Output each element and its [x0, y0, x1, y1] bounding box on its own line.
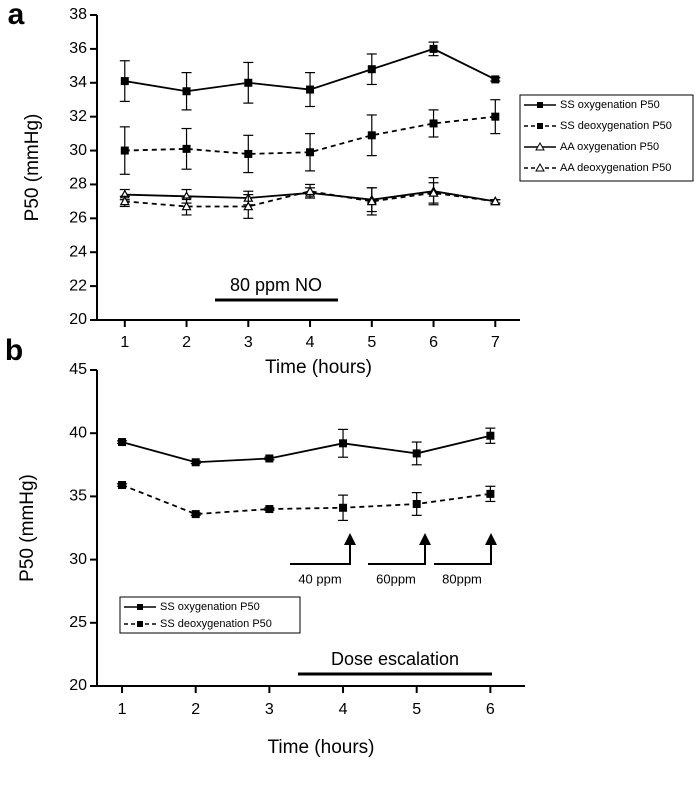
- y-tick-label: 22: [69, 277, 87, 294]
- y-tick-label: 30: [69, 142, 87, 159]
- dose-arrows: [290, 540, 492, 565]
- x-tick-label: 4: [306, 334, 315, 351]
- y-tick-label: 26: [69, 210, 87, 227]
- marker: [305, 185, 316, 196]
- legend-box: [119, 596, 301, 634]
- marker: [243, 201, 254, 211]
- marker: [486, 431, 495, 440]
- arrow: [368, 540, 426, 565]
- panel-label: a: [8, 0, 25, 31]
- y-tick-label: 30: [69, 551, 87, 568]
- marker: [366, 196, 377, 206]
- marker: [120, 77, 129, 86]
- annotation: 80ppm: [442, 571, 482, 586]
- marker: [367, 131, 376, 140]
- marker: [490, 196, 501, 206]
- x-tick-label: 5: [367, 334, 376, 351]
- arrow: [434, 540, 492, 565]
- x-tick-label: 2: [182, 334, 191, 351]
- x-tick-label: 3: [244, 334, 253, 351]
- legend-marker: [535, 141, 545, 151]
- x-tick-label: 1: [120, 334, 129, 351]
- x-axis-title: Time (hours): [268, 737, 375, 758]
- marker: [429, 44, 438, 53]
- arrow-head: [419, 533, 431, 545]
- legend-marker: [537, 102, 543, 108]
- y-tick-label: 20: [69, 311, 87, 328]
- y-tick-label: 32: [69, 108, 87, 125]
- arrow-head: [485, 533, 497, 545]
- y-tick-label: 45: [69, 361, 87, 378]
- y-tick-label: 20: [69, 677, 87, 694]
- x-tick-label: 3: [265, 701, 274, 718]
- marker: [491, 112, 500, 121]
- x-tick-label: 1: [118, 701, 127, 718]
- marker: [486, 489, 495, 498]
- marker: [244, 149, 253, 158]
- marker: [412, 449, 421, 458]
- marker: [412, 499, 421, 508]
- marker: [265, 454, 274, 463]
- marker: [181, 201, 192, 211]
- y-tick-label: 28: [69, 176, 87, 193]
- marker: [244, 78, 253, 87]
- series-line: [121, 484, 491, 516]
- annotation: 40 ppm: [298, 571, 341, 586]
- y-axis-title: P50 (mmHg): [22, 114, 43, 222]
- legend-marker: [137, 621, 143, 627]
- series-line: [121, 434, 491, 464]
- y-tick-label: 24: [69, 243, 87, 260]
- marker: [118, 481, 127, 490]
- y-tick-label: 35: [69, 488, 87, 505]
- x-tick-label: 5: [412, 701, 421, 718]
- legend-label: SS oxygenation P50: [560, 99, 660, 111]
- marker: [429, 119, 438, 128]
- marker: [339, 503, 348, 512]
- annotation: 80 ppm NO: [230, 275, 322, 295]
- x-tick-label: 2: [191, 701, 200, 718]
- legend-marker: [535, 162, 545, 172]
- marker: [367, 65, 376, 74]
- arrow-head: [344, 533, 356, 545]
- x-axis-title: Time (hours): [265, 357, 372, 378]
- legend-label: SS deoxygenation P50: [560, 120, 672, 132]
- marker: [491, 75, 500, 84]
- legend-label: AA deoxygenation P50: [560, 162, 671, 174]
- marker: [182, 87, 191, 96]
- marker: [119, 196, 130, 206]
- legend-box: [519, 94, 694, 182]
- y-tick-label: 40: [69, 424, 87, 441]
- legend-label: SS oxygenation P50: [160, 601, 260, 613]
- arrow: [290, 540, 351, 565]
- legend-label: SS deoxygenation P50: [160, 618, 272, 630]
- y-tick-label: 25: [69, 614, 87, 631]
- y-tick-label: 36: [69, 40, 87, 57]
- panel-label: b: [5, 334, 23, 367]
- y-tick-label: 38: [69, 6, 87, 23]
- legend-marker: [137, 604, 143, 610]
- marker: [339, 439, 348, 448]
- marker: [306, 85, 315, 94]
- marker: [306, 148, 315, 157]
- marker: [182, 144, 191, 153]
- x-tick-label: 7: [491, 334, 500, 351]
- marker: [191, 510, 200, 519]
- marker: [265, 505, 274, 514]
- y-axis-title: P50 (mmHg): [17, 474, 38, 582]
- arrow-heads: [344, 533, 497, 545]
- legend-label: AA oxygenation P50: [560, 141, 659, 153]
- marker: [191, 458, 200, 467]
- x-tick-label: 6: [429, 334, 438, 351]
- annotation: Dose escalation: [331, 649, 459, 669]
- x-tick-label: 4: [339, 701, 348, 718]
- y-tick-label: 34: [69, 74, 87, 91]
- marker: [118, 438, 127, 447]
- marker: [120, 146, 129, 155]
- x-tick-label: 6: [486, 701, 495, 718]
- legend-marker: [537, 123, 543, 129]
- marker: [428, 187, 439, 197]
- annotation: 60ppm: [376, 571, 416, 586]
